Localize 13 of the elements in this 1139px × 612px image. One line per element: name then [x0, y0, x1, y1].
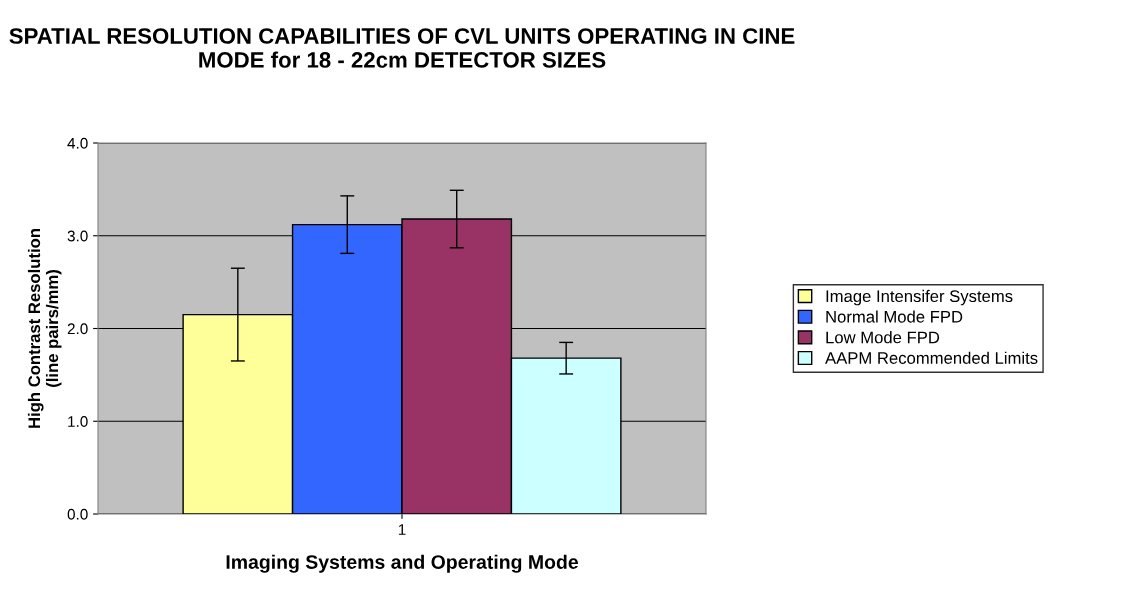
- legend-label: Image Intensifer Systems: [826, 289, 1013, 306]
- x-axis-title: Imaging Systems and Operating Mode: [226, 554, 578, 573]
- chart-title: SPATIAL RESOLUTION CAPABILITIES OF CVL UNITS OPERATING IN CINE MODE for 18 - 22cm DETECTOR SIZES: [9, 28, 795, 68]
- y-tick-label: 3.0: [67, 230, 88, 242]
- y-tick-label: 2.0: [67, 323, 88, 335]
- y-tick-label: 0.0: [67, 508, 88, 520]
- y-axis-title: High Contrast Resolution (line pairs/mm): [27, 229, 62, 428]
- legend-label: Low Mode FPD: [826, 331, 940, 344]
- legend-label: AAPM Recommended Limits: [825, 351, 1038, 364]
- y-tick-label: 1.0: [68, 416, 88, 427]
- y-tick-label: 4.0: [67, 137, 88, 149]
- legend-label: Normal Mode FPD: [826, 310, 963, 323]
- x-tick-label: 1: [398, 524, 406, 535]
